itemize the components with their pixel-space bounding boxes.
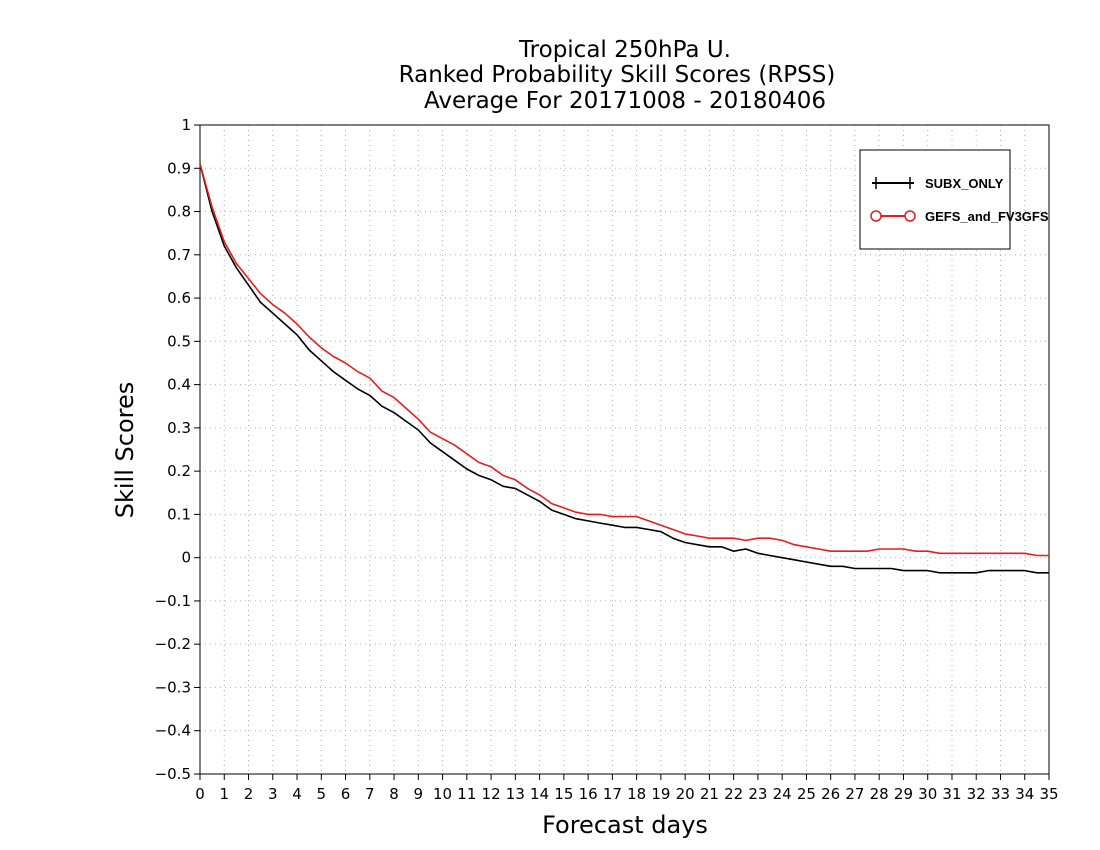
x-tick-label: 3	[268, 785, 278, 803]
x-tick-label: 2	[244, 785, 254, 803]
x-tick-label: 18	[627, 785, 646, 803]
y-tick-label: 0.7	[167, 246, 191, 264]
x-tick-label: 34	[1015, 785, 1034, 803]
x-tick-label: 6	[341, 785, 351, 803]
x-tick-label: 11	[457, 785, 476, 803]
x-tick-label: 7	[365, 785, 375, 803]
y-tick-label: −0.4	[155, 722, 191, 740]
x-tick-label: 33	[991, 785, 1010, 803]
x-tick-label: 15	[554, 785, 573, 803]
x-tick-label: 14	[530, 785, 549, 803]
y-tick-label: 0.4	[167, 376, 191, 394]
x-tick-label: 12	[482, 785, 501, 803]
plot-area	[199, 124, 1050, 775]
x-axis: 0 1 2 3 4 5 6 7 8 9 10 11 12 13 14 15 16 17 18 19 20 21 22 23 24…	[195, 774, 1059, 803]
chart-title-line-3: Average For 20171008 - 20180406	[424, 88, 826, 114]
legend-marker-gefs-2	[904, 210, 916, 222]
x-tick-label: 31	[942, 785, 961, 803]
x-tick-label: 29	[894, 785, 913, 803]
x-tick-label: 30	[918, 785, 937, 803]
legend-label-subx: SUBX_ONLY	[925, 176, 1004, 191]
y-axis-label: Skill Scores	[111, 382, 139, 519]
y-tick-label: 1	[181, 116, 191, 134]
x-tick-label: 21	[700, 785, 719, 803]
x-tick-label: 19	[651, 785, 670, 803]
x-tick-label: 22	[724, 785, 743, 803]
x-tick-label: 17	[603, 785, 622, 803]
x-tick-label: 25	[797, 785, 816, 803]
legend-box	[859, 149, 1011, 250]
x-tick-label: 26	[821, 785, 840, 803]
x-tick-label: 20	[676, 785, 695, 803]
x-tick-label: 8	[389, 785, 399, 803]
y-axis: 1 0.9 0.8 0.7 0.6 0.5 0.4 0.3 0.2 0.1 0 −0.1 −0.2 −0.…	[155, 116, 200, 783]
x-tick-label: 9	[414, 785, 424, 803]
x-tick-label: 1	[219, 785, 229, 803]
x-tick-label: 35	[1039, 785, 1058, 803]
y-tick-label: 0.9	[167, 159, 191, 177]
x-tick-label: 13	[506, 785, 525, 803]
chart-title-line-1: Tropical 250hPa U.	[518, 37, 731, 63]
legend-label-gefs: GEFS_and_FV3GFS	[925, 209, 1049, 224]
y-tick-label: −0.1	[155, 592, 191, 610]
y-tick-label: −0.5	[155, 765, 191, 783]
x-tick-label: 28	[870, 785, 889, 803]
series-line-subx-only	[199, 163, 1049, 574]
y-tick-label: −0.2	[155, 635, 191, 653]
x-tick-label: 5	[317, 785, 327, 803]
x-tick-label: 27	[845, 785, 864, 803]
y-tick-label: −0.3	[155, 678, 191, 696]
x-axis-label: Forecast days	[542, 811, 708, 839]
x-tick-label: 10	[433, 785, 452, 803]
x-tick-label: 0	[195, 785, 205, 803]
x-tick-label: 16	[579, 785, 598, 803]
series-lines	[199, 163, 1049, 574]
y-tick-label: 0.2	[167, 462, 191, 480]
chart-title: Tropical 250hPa U. Ranked Probability Sk…	[399, 37, 836, 114]
series-line-gefs-fv3gfs	[199, 163, 1049, 557]
chart-title-line-2: Ranked Probability Skill Scores (RPSS)	[399, 62, 836, 88]
y-tick-label: 0.3	[167, 419, 191, 437]
y-tick-label: 0.5	[167, 332, 191, 350]
legend-marker-gefs-1	[870, 210, 882, 222]
gridlines	[200, 125, 1049, 774]
x-tick-label: 4	[292, 785, 302, 803]
x-tick-label: 32	[967, 785, 986, 803]
y-tick-label: 0.1	[167, 505, 191, 523]
y-tick-label: 0	[181, 549, 191, 567]
y-tick-label: 0.8	[167, 203, 191, 221]
legend: SUBX_ONLY GEFS_and_FV3GFS	[859, 149, 1049, 250]
x-tick-label: 23	[748, 785, 767, 803]
y-tick-label: 0.6	[167, 289, 191, 307]
x-tick-label: 24	[773, 785, 792, 803]
